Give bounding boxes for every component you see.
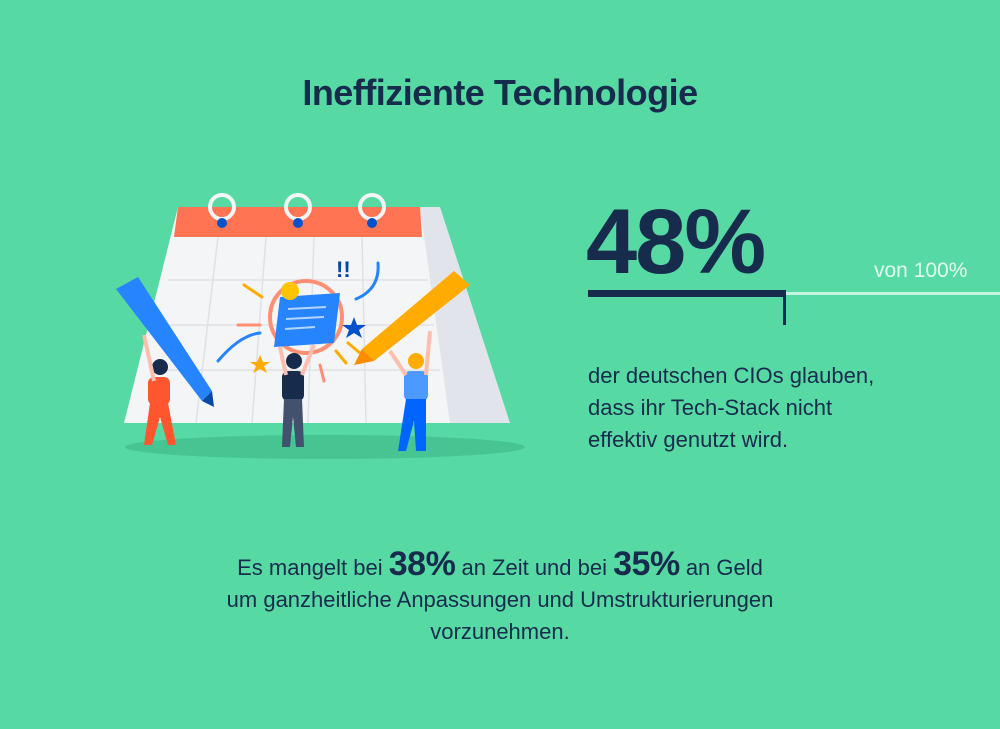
progress-fill [588,290,786,297]
stat-description-line: der deutschen CIOs glauben, [588,363,875,388]
stat-value: 48% [586,191,766,293]
page-title: Ineffiziente Technologie [302,72,698,113]
star-icon [250,355,270,373]
person-icon [278,344,316,447]
stat-total-label: von 100% [874,259,968,282]
bottom-summary: Es mangelt bei 38% an Zeit und bei 35% a… [0,545,1000,648]
coin-icon [281,282,299,300]
stat-description-line: effektiv genutzt wird. [588,427,789,452]
document-icon [274,293,340,347]
pencil-icon [354,271,470,365]
pencil-icon [116,277,214,407]
person-icon [388,330,432,451]
bottom-text: Es mangelt bei [237,555,383,580]
person-icon [142,334,176,445]
progress-tick [783,290,786,325]
target-ring [268,279,344,355]
bottom-line-1: Es mangelt bei 38% an Zeit und bei 35% a… [0,545,1000,584]
star-icon [342,317,366,338]
bottom-line-3: vorzunehmen. [430,619,570,644]
bottom-line-2: um ganzheitliche Anpassungen und Umstruk… [226,587,774,612]
ground-shadow [125,435,525,459]
bottom-text: an Zeit und bei [461,555,607,580]
time-stat: 38% [388,545,456,583]
bottom-text: an Geld [685,555,763,580]
stat-description-line: dass ihr Tech-Stack nicht [588,395,833,420]
stat-description: der deutschen CIOs glauben, dass ihr Tec… [588,360,948,456]
progress-track [588,292,1000,295]
exclamation-icon: !! [336,257,351,282]
arrow-icon [216,261,380,383]
calendar-illustration: !! [116,193,525,459]
money-stat: 35% [613,545,680,583]
